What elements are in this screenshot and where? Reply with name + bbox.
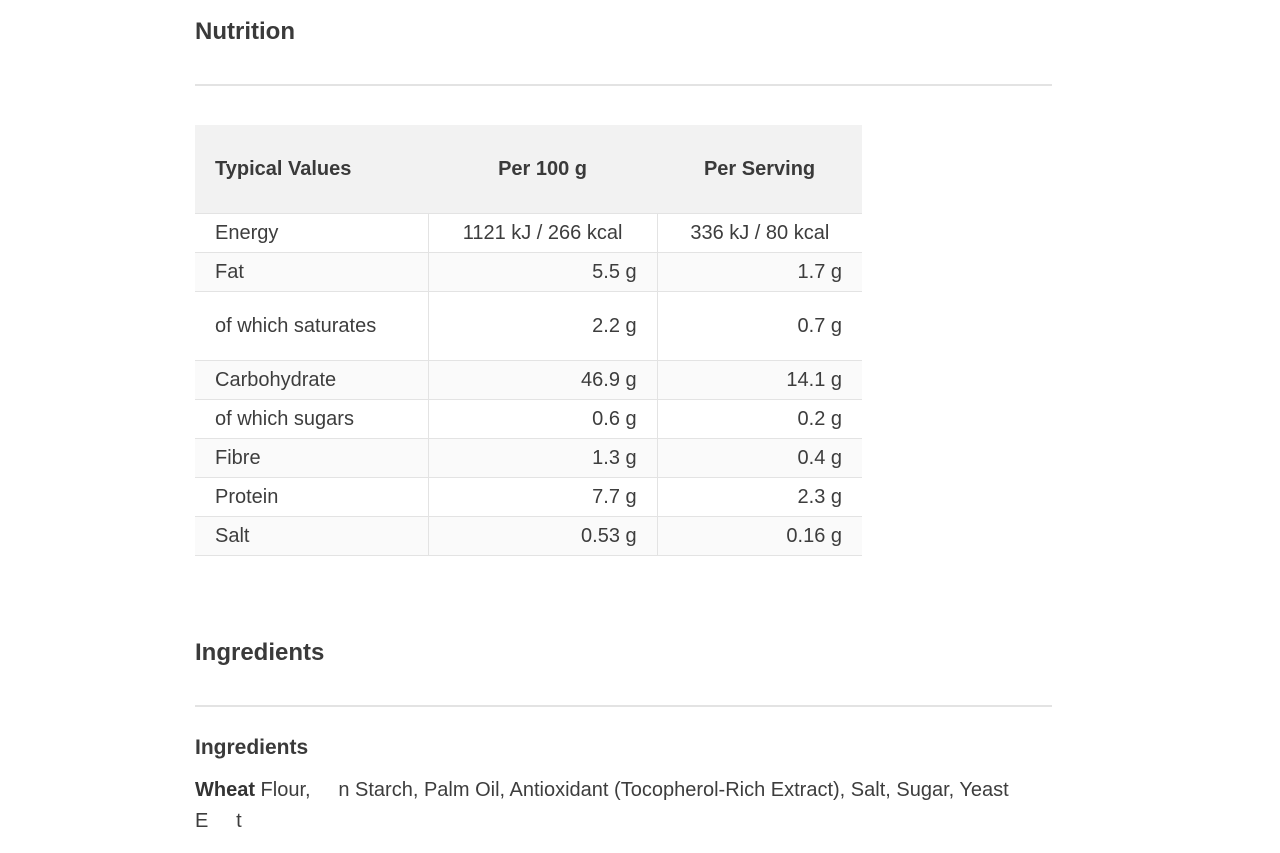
table-row: Protein 7.7 g 2.3 g [195, 477, 862, 517]
nutrition-table-header-row: Typical Values Per 100 g Per Serving [195, 125, 862, 214]
row-label: of which saturates [195, 291, 428, 361]
row-label: Fat [195, 252, 428, 292]
row-per-serving: 0.4 g [656, 438, 862, 478]
header-typical-values: Typical Values [195, 125, 428, 214]
ingredients-heading: Ingredients [195, 639, 325, 666]
row-per-100g: 5.5 g [427, 252, 658, 292]
table-row: Energy 1121 kJ / 266 kcal 336 kJ / 80 kc… [195, 213, 862, 253]
row-per-100g: 7.7 g [427, 477, 658, 517]
nutrition-table: Typical Values Per 100 g Per Serving Ene… [195, 125, 862, 556]
row-per-serving: 0.7 g [656, 291, 862, 361]
row-label: of which sugars [195, 399, 428, 439]
row-per-serving: 336 kJ / 80 kcal [656, 213, 862, 253]
row-per-serving: 2.3 g [656, 477, 862, 517]
row-per-100g: 2.2 g [427, 291, 658, 361]
row-per-serving: 14.1 g [656, 360, 862, 400]
table-row: Salt 0.53 g 0.16 g [195, 516, 862, 556]
header-per-serving: Per Serving [657, 125, 862, 214]
table-row: Fibre 1.3 g 0.4 g [195, 438, 862, 478]
header-per-100g: Per 100 g [428, 125, 658, 214]
row-per-100g: 0.6 g [427, 399, 658, 439]
row-per-serving: 1.7 g [656, 252, 862, 292]
row-per-100g: 1.3 g [427, 438, 658, 478]
table-row: Carbohydrate 46.9 g 14.1 g [195, 360, 862, 400]
row-label: Salt [195, 516, 428, 556]
row-label: Protein [195, 477, 428, 517]
row-per-100g: 1121 kJ / 266 kcal [427, 213, 658, 253]
row-label: Fibre [195, 438, 428, 478]
row-label: Energy [195, 213, 428, 253]
ingredients-subheading: Ingredients [195, 736, 309, 759]
ingredients-list: Wheat Flour, n Starch, Palm Oil, Antioxi… [195, 775, 1035, 837]
ingredients-text: Flour, n Starch, Palm Oil, Antioxidant (… [195, 779, 1009, 832]
row-label: Carbohydrate [195, 360, 428, 400]
nutrition-divider [195, 84, 1052, 86]
table-row: Fat 5.5 g 1.7 g [195, 252, 862, 292]
ingredients-divider [195, 705, 1052, 707]
table-row: of which sugars 0.6 g 0.2 g [195, 399, 862, 439]
row-per-100g: 46.9 g [427, 360, 658, 400]
table-row: of which saturates 2.2 g 0.7 g [195, 291, 862, 361]
nutrition-heading: Nutrition [195, 18, 295, 45]
allergen-highlight: Wheat [195, 779, 255, 801]
row-per-serving: 0.16 g [656, 516, 862, 556]
row-per-serving: 0.2 g [656, 399, 862, 439]
row-per-100g: 0.53 g [427, 516, 658, 556]
